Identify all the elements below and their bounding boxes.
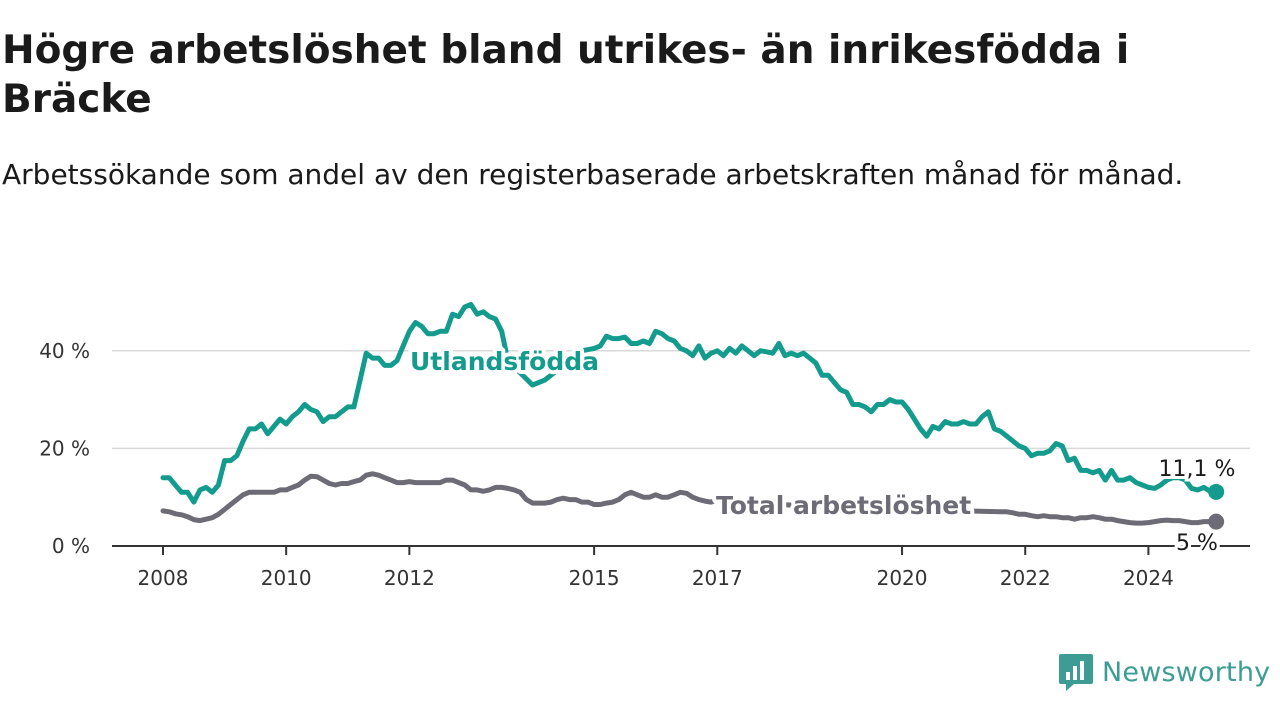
y-tick-label: 20 %: [39, 436, 90, 460]
newsworthy-brand[interactable]: Newsworthy: [1058, 652, 1270, 692]
series-end-point: [1208, 483, 1225, 500]
x-tick-label: 2008: [138, 566, 189, 590]
chart-title: Högre arbetslöshet bland utrikes- än inr…: [2, 28, 1130, 122]
series-labels: Utlandsfödda Total arbetslöshet 11,1 % 5 %: [406, 343, 1238, 559]
x-tick-label: 2020: [877, 566, 928, 590]
x-tick-label: 2022: [1000, 566, 1051, 590]
x-tick-label: 2015: [569, 566, 620, 590]
newsworthy-logo-text: Newsworthy: [1102, 656, 1271, 688]
end-value-total: 5 %: [1176, 531, 1218, 556]
y-tick-label: 0 %: [52, 534, 90, 558]
x-tick-label: 2010: [261, 566, 312, 590]
x-tick-label: 2012: [384, 566, 435, 590]
chart-subtitle: Arbetssökande som andel av den registerb…: [2, 158, 1184, 191]
x-axis-ticks: 2008 2010 2012 2015 2017 2020 2022 2024: [138, 546, 1174, 590]
series-end-point: [1208, 513, 1225, 530]
x-tick-label: 2017: [692, 566, 743, 590]
line-chart: 0 % 20 % 40 % 2008 2010 2012 2015 2017 2020 2022…: [39, 301, 1250, 590]
y-axis-ticks: 0 % 20 % 40 %: [39, 339, 90, 558]
newsworthy-logo-icon: [1059, 654, 1093, 691]
grid-lines: [112, 350, 1250, 450]
series-lines: [160, 301, 1225, 530]
series-label-total: Total arbetslöshet: [716, 491, 971, 520]
y-tick-label: 40 %: [39, 339, 90, 363]
series-label-utlandsfodda: Utlandsfödda: [410, 347, 599, 376]
x-tick-label: 2024: [1123, 566, 1174, 590]
series-line-0: [160, 301, 1219, 505]
series-line-1: [160, 471, 1219, 526]
end-value-utlandsfodda: 11,1 %: [1159, 457, 1236, 482]
